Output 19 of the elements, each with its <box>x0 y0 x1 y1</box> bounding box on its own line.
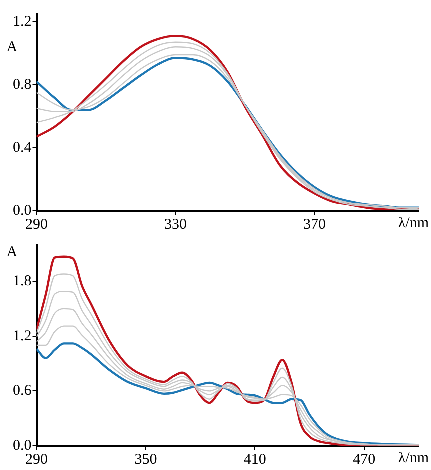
y-tick-label: 0.0 <box>13 438 32 454</box>
y-tick-label: 0.8 <box>13 76 32 93</box>
y-tick-label: 0.4 <box>13 140 32 156</box>
y-tick-label: 1.2 <box>13 14 32 30</box>
x-tick-label: 410 <box>244 452 266 468</box>
y-axis-title: A <box>6 244 18 260</box>
x-tick-label: 350 <box>134 452 158 468</box>
y-tick-label: 1.2 <box>13 328 32 344</box>
x-tick-label: 290 <box>26 452 48 468</box>
x-tick-label: 330 <box>164 216 187 233</box>
x-axis-title: λ/nm <box>398 215 430 232</box>
y-tick-label: 0.6 <box>13 383 32 400</box>
y-axis-title: A <box>6 39 18 56</box>
x-axis-title: λ/nm <box>398 450 430 466</box>
x-tick-label: 290 <box>26 216 48 233</box>
x-tick-label: 470 <box>353 452 376 468</box>
x-tick-label: 370 <box>304 216 326 233</box>
y-tick-label: 0.0 <box>13 202 32 219</box>
y-tick-label: 1.8 <box>13 273 32 290</box>
